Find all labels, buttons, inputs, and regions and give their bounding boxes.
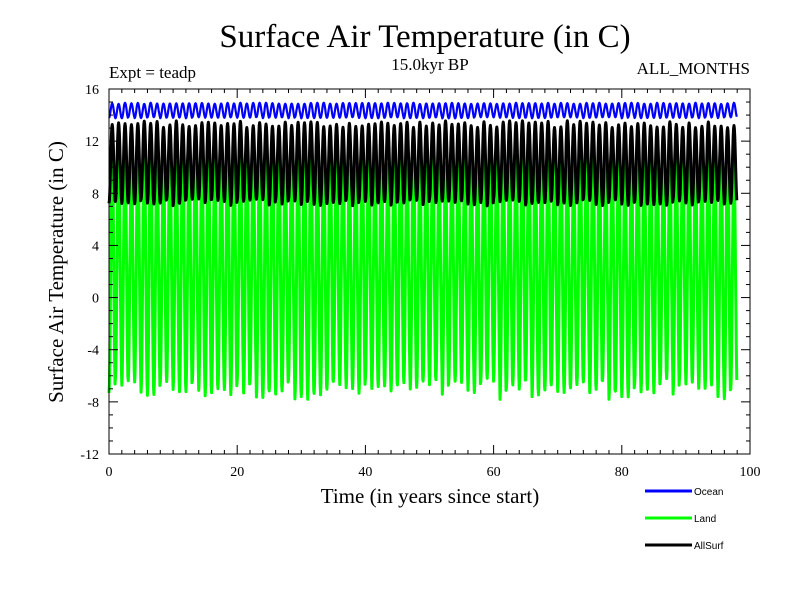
series-line-land xyxy=(107,142,739,401)
legend-ocean-label: Ocean xyxy=(694,487,723,498)
axis-ticks: -12 -8 -4 0 4 8 12 16 0 20 40 60 80 100 xyxy=(80,83,760,480)
y-tick-label: -12 xyxy=(80,448,99,463)
period-label: 15.0kyr BP xyxy=(391,55,468,74)
x-axis-label: Time (in years since start) xyxy=(321,484,540,508)
legend-allsurf-label: AllSurf xyxy=(694,541,724,552)
x-tick-label: 60 xyxy=(487,465,501,480)
y-tick-label: 12 xyxy=(85,135,99,150)
y-tick-label: 4 xyxy=(92,239,99,254)
y-axis-label: Surface Air Temperature (in C) xyxy=(44,141,68,403)
legend: Ocean Land AllSurf xyxy=(645,487,724,552)
series-layer xyxy=(107,101,739,401)
series-line-allsurf xyxy=(107,119,739,208)
months-label: ALL_MONTHS xyxy=(637,59,750,78)
x-tick-label: 0 xyxy=(106,465,113,480)
experiment-label: Expt = teadp xyxy=(109,63,196,82)
legend-land-label: Land xyxy=(694,514,716,525)
y-tick-label: 16 xyxy=(85,83,99,98)
y-tick-label: 0 xyxy=(92,292,99,307)
x-tick-label: 80 xyxy=(615,465,629,480)
y-tick-label: -4 xyxy=(87,344,99,359)
plot-frame xyxy=(108,88,751,455)
x-tick-label: 40 xyxy=(358,465,372,480)
series-line-ocean xyxy=(108,101,738,120)
chart-title: Surface Air Temperature (in C) xyxy=(219,19,630,55)
y-tick-label: 8 xyxy=(92,187,99,202)
y-tick-label: -8 xyxy=(87,396,99,411)
x-tick-label: 20 xyxy=(230,465,244,480)
x-tick-label: 100 xyxy=(740,465,761,480)
